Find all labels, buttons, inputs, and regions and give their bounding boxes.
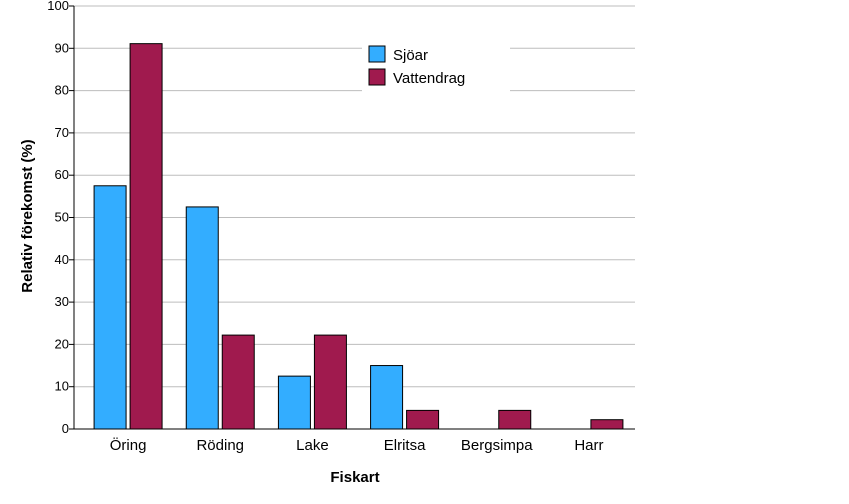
bar: [221, 334, 255, 430]
y-tick-label: 20: [55, 336, 69, 351]
bar: [370, 365, 404, 430]
bar: [93, 185, 127, 430]
gridlines: [74, 5, 635, 388]
y-tick-label: 70: [55, 125, 69, 140]
y-tick-label: 30: [55, 294, 69, 309]
x-category-label: Öring: [110, 436, 147, 454]
x-category-label: Röding: [196, 437, 244, 454]
legend: Sjöar Vattendrag: [362, 42, 510, 92]
y-tick-label: 40: [55, 252, 69, 267]
bar: [406, 409, 440, 430]
x-category-labels: Öring Röding Lake Elritsa Bergsimpa Harr: [110, 436, 604, 454]
legend-background: [362, 42, 510, 92]
y-tick-label: 10: [55, 379, 69, 394]
y-tick-label: 0: [62, 421, 69, 436]
bars: [93, 43, 624, 430]
legend-swatch: [368, 68, 386, 86]
y-tick-label: 100: [47, 0, 69, 13]
x-category-label: Lake: [296, 437, 329, 454]
y-tick-label: 50: [55, 210, 69, 225]
x-category-label: Elritsa: [384, 437, 426, 454]
y-tick-label: 90: [55, 40, 69, 55]
x-category-label: Bergsimpa: [461, 437, 533, 454]
bar: [590, 419, 624, 430]
bar: [498, 409, 532, 430]
bar: [129, 43, 163, 430]
y-axis-title: Relativ förekomst (%): [19, 139, 36, 292]
legend-label: Sjöar: [393, 47, 428, 64]
x-axis-title: Fiskart: [330, 469, 379, 486]
legend-label: Vattendrag: [393, 70, 465, 87]
bar: [185, 206, 219, 430]
bar: [277, 375, 311, 430]
legend-swatch: [368, 45, 386, 63]
y-tick-label: 60: [55, 167, 69, 182]
y-tick-label: 80: [55, 83, 69, 98]
y-tick-labels: 0 10 20 30 40 50 60 70 80 90 100: [47, 0, 74, 436]
bar: [313, 334, 347, 430]
x-category-label: Harr: [574, 437, 603, 454]
